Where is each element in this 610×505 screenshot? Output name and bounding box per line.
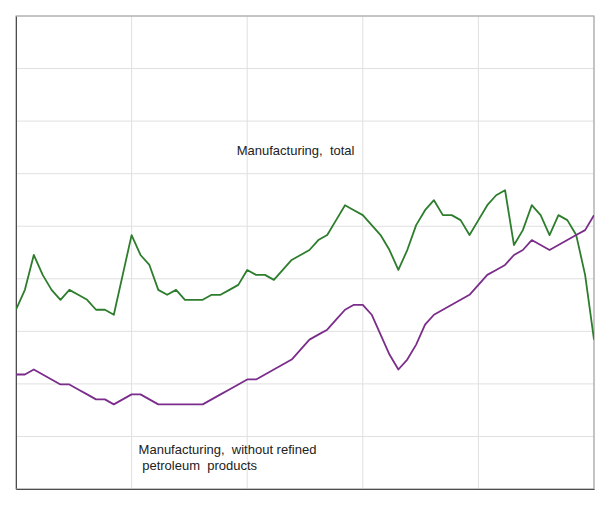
grid [16,16,594,489]
annotation: Manufacturing, total [237,143,355,158]
series-group [16,190,594,404]
grid-line-y [16,121,594,122]
annotation: Manufacturing, without refined petroleum… [139,442,317,473]
plot: Manufacturing, total Manufacturing, witho… [16,16,595,490]
annotation-line: Manufacturing, without refined [139,442,317,457]
grid-line-x [131,16,132,489]
grid-line-y [16,331,594,332]
grid-line-x [247,16,248,489]
grid-line-y [16,436,594,437]
grid-line-y [16,383,594,384]
series-line [16,215,594,404]
grid-line-x [362,16,363,489]
grid-line-y [16,68,594,69]
grid-line-x [478,16,479,489]
grid-line-y [16,278,594,279]
series-line [16,190,594,339]
chart: Manufacturing, total Manufacturing, witho… [0,0,610,505]
grid-line-y [16,173,594,174]
annotation-line: Manufacturing, total [237,143,355,158]
annotations: Manufacturing, total Manufacturing, witho… [139,143,355,472]
grid-line-y [16,226,594,227]
plot-frame [16,16,594,489]
annotation-line: petroleum products [139,458,258,473]
